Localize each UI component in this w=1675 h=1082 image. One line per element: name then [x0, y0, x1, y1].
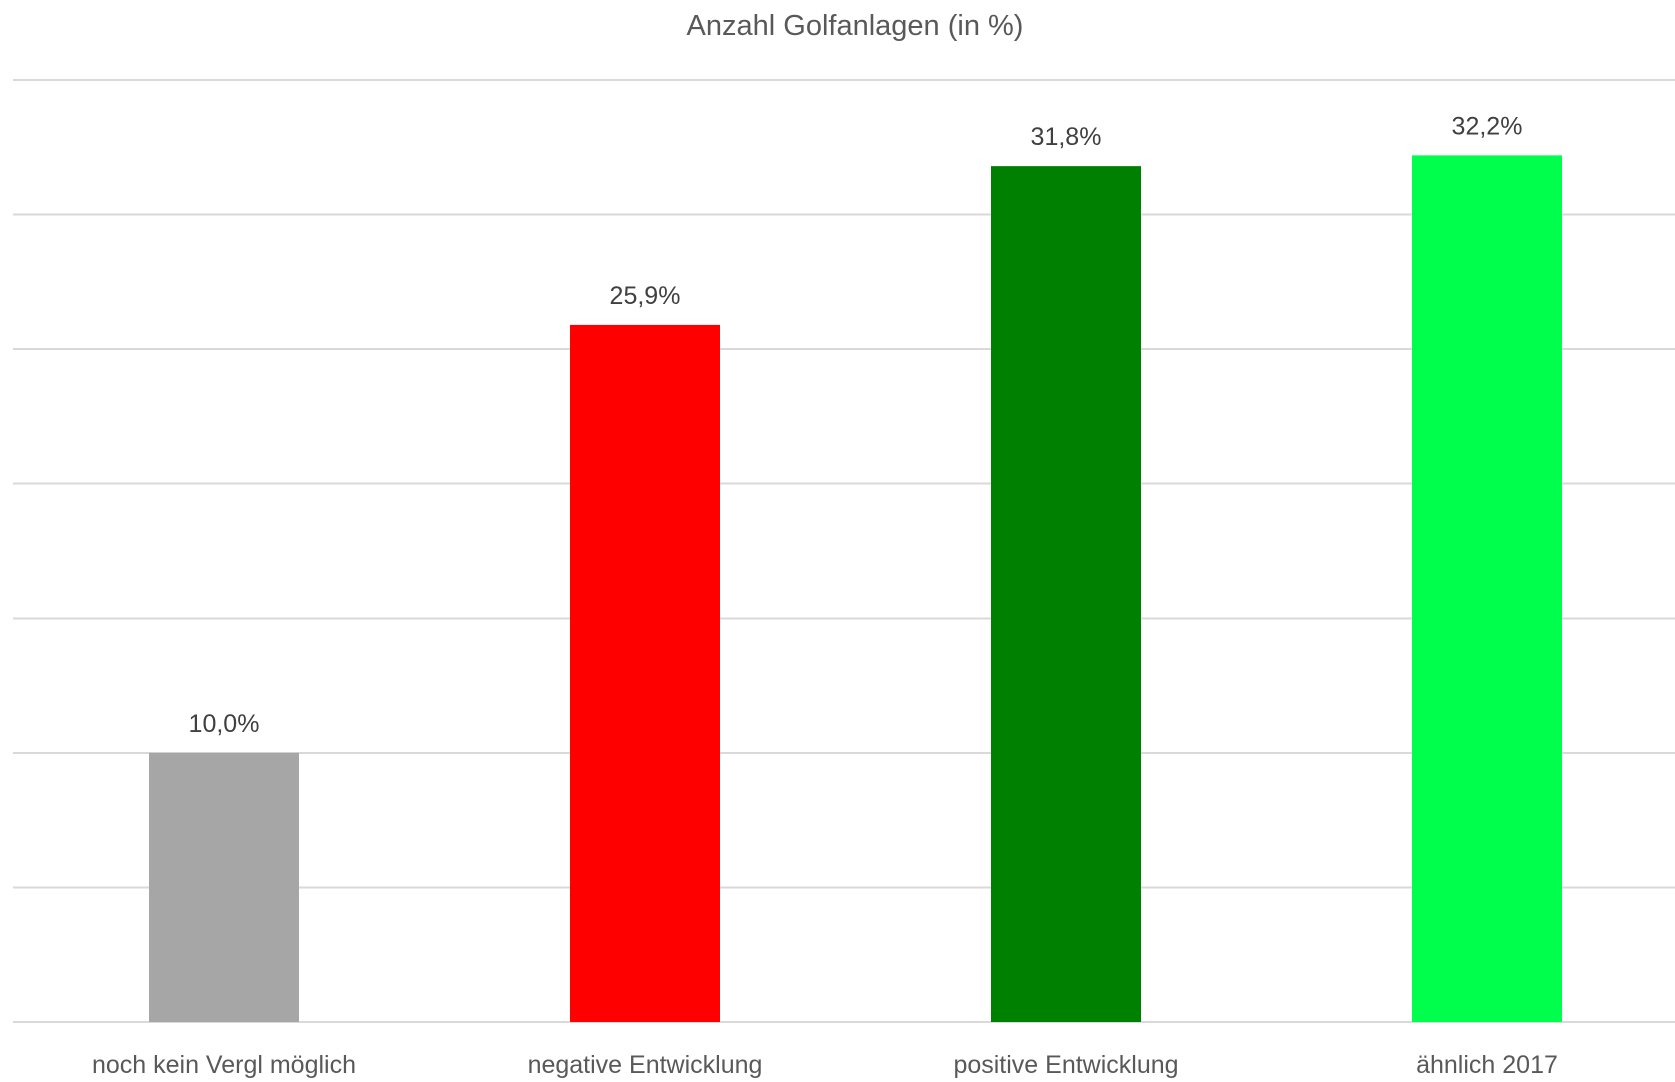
- bar-4: [1412, 155, 1562, 1023]
- data-label-1: 10,0%: [189, 710, 260, 738]
- category-label-1: noch kein Vergl möglich: [92, 1051, 356, 1079]
- data-label-2: 25,9%: [610, 282, 681, 310]
- bar-2: [570, 324, 720, 1022]
- category-axis: noch kein Vergl möglich negative Entwickl…: [92, 1051, 1558, 1079]
- data-label-3: 31,8%: [1031, 123, 1102, 151]
- category-label-3: positive Entwicklung: [953, 1051, 1178, 1079]
- data-label-4: 32,2%: [1452, 112, 1523, 140]
- category-label-2: negative Entwicklung: [528, 1051, 763, 1079]
- bar-3: [991, 166, 1141, 1022]
- bar-1: [149, 752, 299, 1022]
- data-labels: 10,0% 25,9% 31,8% 32,2%: [189, 112, 1523, 737]
- category-label-4: ähnlich 2017: [1416, 1051, 1558, 1079]
- chart-title: Anzahl Golfanlagen (in %): [687, 10, 1024, 42]
- bars: [149, 155, 1562, 1023]
